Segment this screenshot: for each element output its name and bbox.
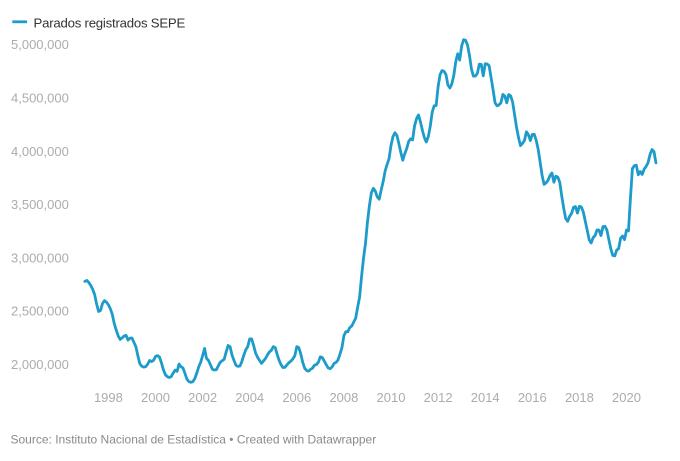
svg-text:Source: Instituto Nacional de: Source: Instituto Nacional de Estadístic…	[11, 433, 377, 447]
svg-text:2006: 2006	[282, 390, 311, 405]
svg-text:5,000,000: 5,000,000	[11, 37, 69, 52]
svg-text:2002: 2002	[188, 390, 217, 405]
svg-text:2020: 2020	[612, 390, 641, 405]
svg-text:2014: 2014	[471, 390, 500, 405]
svg-text:2012: 2012	[424, 390, 453, 405]
svg-text:2010: 2010	[377, 390, 406, 405]
svg-text:3,500,000: 3,500,000	[11, 197, 69, 212]
svg-text:2,500,000: 2,500,000	[11, 304, 69, 319]
svg-text:2008: 2008	[329, 390, 358, 405]
svg-text:Parados registrados SEPE: Parados registrados SEPE	[34, 15, 186, 30]
svg-text:2004: 2004	[235, 390, 264, 405]
svg-text:4,000,000: 4,000,000	[11, 144, 69, 159]
svg-text:3,000,000: 3,000,000	[11, 250, 69, 265]
svg-text:4,500,000: 4,500,000	[11, 91, 69, 106]
svg-text:1998: 1998	[94, 390, 123, 405]
svg-text:2,000,000: 2,000,000	[11, 357, 69, 372]
svg-text:2018: 2018	[565, 390, 594, 405]
svg-text:2016: 2016	[518, 390, 547, 405]
svg-text:2000: 2000	[141, 390, 170, 405]
